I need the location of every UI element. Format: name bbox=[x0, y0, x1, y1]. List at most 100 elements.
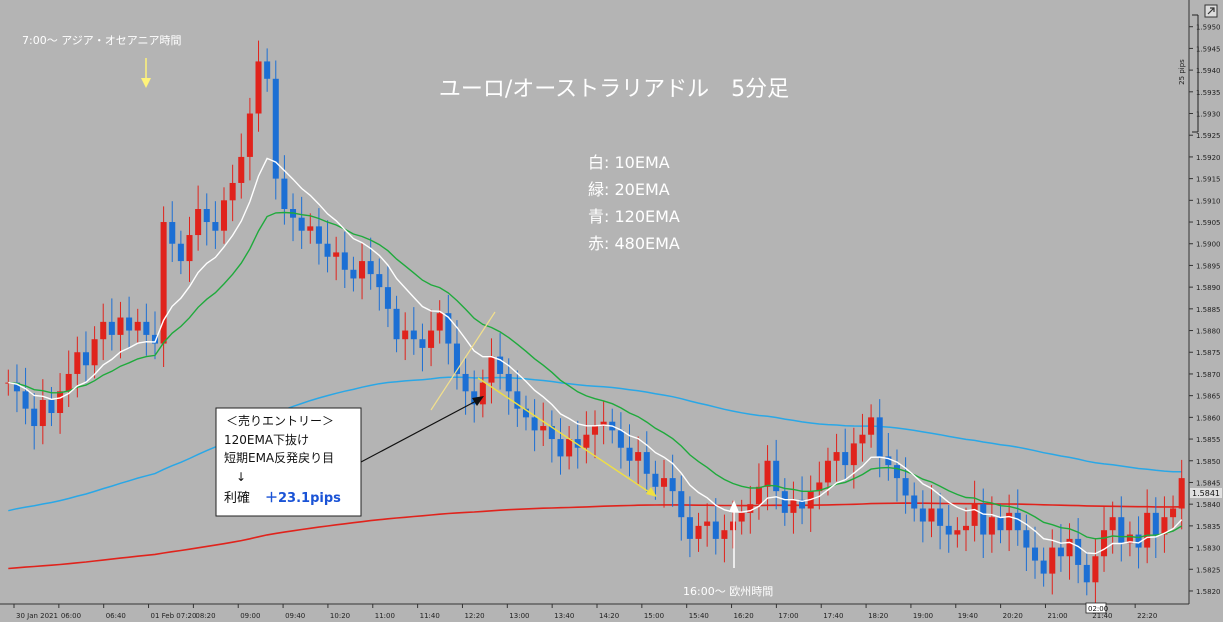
ema20-line bbox=[8, 211, 1183, 540]
candle-body bbox=[22, 391, 29, 409]
candle-body bbox=[764, 460, 771, 487]
x-tick-label: 09:40 bbox=[285, 612, 305, 620]
y-tick-label: 1.5890 bbox=[1196, 284, 1221, 292]
y-tick-label: 1.5855 bbox=[1196, 436, 1221, 444]
candle-body bbox=[39, 399, 46, 427]
y-tick-label: 1.5825 bbox=[1196, 566, 1221, 574]
candle-body bbox=[1178, 478, 1185, 509]
candle-body bbox=[954, 530, 961, 535]
candle-body bbox=[341, 252, 348, 270]
ema10-path bbox=[8, 157, 1183, 555]
x-tick-label: 10:20 bbox=[330, 612, 350, 620]
y-tick-label: 1.5950 bbox=[1196, 24, 1221, 32]
candle-body bbox=[919, 508, 926, 522]
candle-body bbox=[945, 525, 952, 535]
y-tick-label: 1.5865 bbox=[1196, 393, 1221, 401]
candle-body bbox=[747, 504, 754, 513]
candle-body bbox=[721, 530, 728, 539]
candle-body bbox=[566, 439, 573, 457]
trendline-fan bbox=[430, 311, 496, 411]
x-tick-label: 17:00 bbox=[778, 612, 798, 620]
y-tick-label: 1.5870 bbox=[1196, 371, 1221, 379]
x-tick-label: 15:40 bbox=[689, 612, 709, 620]
asia-arrow-icon bbox=[141, 58, 151, 88]
candle-body bbox=[928, 508, 935, 522]
entry-condition-2: 短期EMA反発戻り目 bbox=[224, 451, 334, 465]
candle-body bbox=[195, 209, 202, 236]
x-tick-label: 13:00 bbox=[509, 612, 529, 620]
x-tick-label: 19:40 bbox=[958, 612, 978, 620]
svg-text:1.5841: 1.5841 bbox=[1192, 489, 1220, 498]
candle-body bbox=[1049, 547, 1056, 574]
y-tick-label: 1.5850 bbox=[1196, 458, 1221, 466]
asia-session-label: 7:00～ アジア・オセアニア時間 bbox=[22, 34, 182, 47]
candles bbox=[5, 40, 1185, 604]
y-tick-label: 1.5930 bbox=[1196, 111, 1221, 119]
candle-body bbox=[479, 382, 486, 405]
profit-arrow bbox=[477, 377, 657, 497]
x-tick-label: 16:20 bbox=[734, 612, 754, 620]
candle-body bbox=[695, 525, 702, 539]
y-tick-label: 1.5920 bbox=[1196, 154, 1221, 162]
legend-ema20: 緑: 20EMA bbox=[588, 180, 670, 199]
candle-body bbox=[1152, 512, 1159, 535]
candle-body bbox=[445, 313, 452, 344]
candle-body bbox=[393, 308, 400, 340]
candle-body bbox=[48, 399, 55, 414]
y-tick-label: 1.5860 bbox=[1196, 414, 1221, 422]
candle-body bbox=[997, 517, 1004, 531]
candle-body bbox=[177, 243, 184, 262]
candle-body bbox=[462, 373, 469, 392]
candle-body bbox=[229, 182, 236, 201]
candle-body bbox=[134, 321, 141, 331]
candle-body bbox=[143, 321, 150, 335]
x-tick-label: 06:00 bbox=[61, 612, 81, 620]
candle-body bbox=[57, 391, 64, 414]
candle-body bbox=[626, 447, 633, 461]
candle-body bbox=[488, 356, 495, 383]
candle-body bbox=[246, 113, 253, 157]
y-tick-label: 1.5900 bbox=[1196, 241, 1221, 249]
candle-body bbox=[1006, 512, 1013, 531]
candle-body bbox=[980, 504, 987, 535]
candle-body bbox=[971, 504, 978, 526]
entry-box bbox=[215, 407, 362, 517]
price-axis[interactable]: 1.5950 1.5945 1.5940 1.5935 1.5930 1.5925 1.59… bbox=[1189, 24, 1221, 596]
x-tick-label: 06:40 bbox=[106, 612, 126, 620]
x-tick-label: 21:00 bbox=[1047, 612, 1067, 620]
candle-body bbox=[833, 452, 840, 461]
candle-body bbox=[1031, 547, 1039, 561]
candle-body bbox=[661, 478, 668, 487]
ema10-line bbox=[8, 157, 1183, 555]
entry-annotation: ＜売りエントリー＞ 120EMA下抜け 短期EMA反発戻り目 ↓ 利確 ＋23.… bbox=[215, 396, 484, 517]
time-marker: 02:00 bbox=[1085, 602, 1108, 614]
candle-body bbox=[298, 217, 305, 231]
y-tick-label: 1.5880 bbox=[1196, 328, 1221, 336]
entry-down-arrow: ↓ bbox=[236, 470, 246, 484]
x-tick-label: 15:00 bbox=[644, 612, 664, 620]
chart-shift-icon[interactable] bbox=[1204, 4, 1218, 18]
y-tick-label: 1.5915 bbox=[1196, 176, 1221, 184]
current-price-marker: 1.5841 bbox=[1190, 488, 1222, 498]
take-profit-value: ＋23.1pips bbox=[265, 491, 341, 506]
candle-body bbox=[669, 478, 676, 492]
candle-body bbox=[1118, 517, 1125, 544]
candle-body bbox=[238, 156, 245, 183]
candle-body bbox=[557, 439, 564, 457]
candle-body bbox=[1057, 547, 1064, 557]
candle-body bbox=[203, 209, 210, 223]
svg-text:02:00: 02:00 bbox=[1088, 605, 1108, 613]
ema480-line bbox=[8, 502, 1182, 570]
candle-body bbox=[1109, 517, 1116, 531]
europe-session-label: 16:00～ 欧州時間 bbox=[683, 585, 773, 598]
x-tick-label: 11:00 bbox=[375, 612, 395, 620]
candle-body bbox=[1092, 556, 1099, 583]
candle-body bbox=[160, 222, 167, 344]
candle-body bbox=[790, 499, 797, 513]
candle-body bbox=[31, 408, 38, 427]
candle-body bbox=[220, 200, 228, 231]
candle-body bbox=[402, 330, 409, 340]
candle-body bbox=[91, 339, 98, 366]
